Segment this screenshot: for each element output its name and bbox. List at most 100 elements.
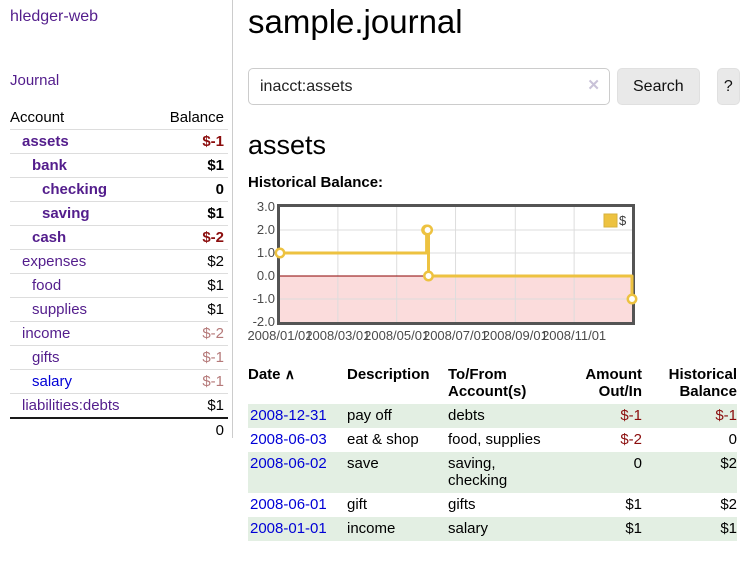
account-link-cash[interactable]: cash: [32, 229, 67, 246]
account-link-income[interactable]: income: [22, 325, 71, 342]
account-balance: $-2: [152, 321, 228, 346]
register-date-link[interactable]: 2008-12-31: [250, 407, 327, 424]
search-input-wrap: ✕: [248, 68, 610, 105]
account-row: income $-2: [10, 321, 228, 346]
register-balance: $2: [720, 455, 737, 472]
accounts-header-row: Account Balance: [10, 106, 228, 130]
account-cell: expenses: [10, 249, 153, 274]
account-balance: $2: [152, 249, 228, 274]
x-axis-tick-label: 2008/05/01: [364, 328, 430, 343]
account-link-supplies[interactable]: supplies: [32, 301, 88, 318]
account-link-liabilities-debts[interactable]: liabilities:debts: [22, 397, 120, 414]
help-button[interactable]: ?: [716, 68, 740, 105]
register-date-cell: 2008-06-03: [248, 428, 347, 452]
account-title: assets: [248, 130, 327, 160]
register-amount: 0: [633, 455, 642, 472]
account-cell: checking: [10, 177, 153, 202]
register-amount: $1: [625, 496, 642, 513]
accounts-header-balance: Balance: [169, 109, 224, 126]
clear-search-icon[interactable]: ✕: [587, 77, 600, 94]
account-row: expenses $2: [10, 249, 228, 274]
register-date-cell: 2008-06-02: [248, 452, 347, 493]
account-row: food $1: [10, 273, 228, 298]
account-link-saving[interactable]: saving: [42, 205, 90, 222]
register-description: pay off: [347, 407, 392, 424]
account-balance: $-1: [152, 345, 228, 370]
register-header-description: Description: [347, 366, 430, 383]
account-cell: assets: [10, 129, 153, 154]
register-row: 2008-06-02 save saving, checking 0 $2: [248, 452, 737, 493]
register-header-accounts: To/From Account(s): [448, 366, 527, 400]
account-balance: 0: [152, 177, 228, 202]
x-axis-tick-label: 2008/01/01: [247, 328, 313, 343]
search-button[interactable]: Search: [617, 68, 700, 105]
account-link-expenses[interactable]: expenses: [22, 253, 87, 270]
account-row: salary $-1: [10, 369, 228, 394]
register-date-cell: 2008-01-01: [248, 517, 347, 541]
register-date-link[interactable]: 2008-01-01: [250, 520, 327, 537]
register-header-row: Date ∧ Description To/From Account(s) Am…: [248, 364, 737, 404]
svg-text:$: $: [619, 213, 627, 228]
register-accounts: saving, checking: [448, 455, 508, 489]
account-balance: $-1: [152, 369, 228, 394]
account-cell: gifts: [10, 345, 153, 370]
register-header-date[interactable]: Date ∧: [248, 366, 295, 383]
register-accounts: debts: [448, 407, 485, 424]
account-balance: $-2: [152, 225, 228, 250]
app-brand-link[interactable]: hledger-web: [10, 8, 99, 25]
register-balance: 0: [728, 431, 737, 448]
account-link-checking[interactable]: checking: [42, 181, 108, 198]
account-balance: $1: [152, 273, 228, 298]
account-link-food[interactable]: food: [32, 277, 62, 294]
accounts-total-balance: 0: [152, 417, 228, 442]
account-link-bank[interactable]: bank: [32, 157, 68, 174]
y-axis-tick-label: 3.0: [256, 199, 275, 214]
nav-journal-link[interactable]: Journal: [10, 72, 60, 89]
account-link-assets[interactable]: assets: [22, 133, 69, 150]
register-balance: $2: [720, 496, 737, 513]
account-cell: bank: [10, 153, 153, 178]
register-accounts: food, supplies: [448, 431, 541, 448]
register-row: 2008-01-01 income salary $1 $1: [248, 517, 737, 541]
accounts-table: Account Balance assets $-1 bank $1 checking 0…: [10, 106, 228, 442]
y-axis-tick-label: 1.0: [256, 245, 275, 260]
register-date-cell: 2008-06-01: [248, 493, 347, 517]
register-row: 2008-06-03 eat & shop food, supplies $-2 0: [248, 428, 737, 452]
register-description: eat & shop: [347, 431, 419, 448]
page-title: sample.journal: [248, 3, 463, 40]
register-accounts: gifts: [448, 496, 476, 513]
account-row: cash $-2: [10, 225, 228, 250]
account-row: liabilities:debts $1: [10, 393, 228, 418]
account-row: gifts $-1: [10, 345, 228, 370]
main-content: sample.journal ✕ Search ? assets Histori…: [247, 0, 740, 541]
register-description: income: [347, 520, 396, 537]
register-accounts: salary: [448, 520, 489, 537]
accounts-total-row: 0: [10, 417, 228, 442]
sort-asc-icon: ∧: [284, 366, 295, 382]
account-cell: income: [10, 321, 153, 346]
account-balance: $1: [152, 153, 228, 178]
chart-label: Historical Balance:: [248, 174, 384, 191]
register-date-cell: 2008-12-31: [248, 404, 347, 428]
account-row: assets $-1: [10, 129, 228, 154]
y-axis-tick-label: -2.0: [252, 314, 275, 329]
account-link-gifts[interactable]: gifts: [32, 349, 60, 366]
account-row: saving $1: [10, 201, 228, 226]
account-cell: supplies: [10, 297, 153, 322]
register-date-link[interactable]: 2008-06-01: [250, 496, 327, 513]
register-balance: $1: [720, 520, 737, 537]
search-input[interactable]: [248, 68, 610, 105]
register-header-balance: Historical Balance: [668, 366, 737, 400]
account-balance: $1: [152, 393, 228, 418]
register-balance: $-1: [715, 407, 737, 424]
account-row: checking 0: [10, 177, 228, 202]
register-date-link[interactable]: 2008-06-02: [250, 455, 327, 472]
y-axis-tick-label: -1.0: [252, 291, 275, 306]
account-row: supplies $1: [10, 297, 228, 322]
y-axis-tick-label: 0.0: [256, 268, 275, 283]
register-date-link[interactable]: 2008-06-03: [250, 431, 327, 448]
account-link-salary[interactable]: salary: [32, 373, 73, 390]
register-amount: $1: [625, 520, 642, 537]
accounts-header-account: Account: [10, 109, 65, 126]
register-row: 2008-06-01 gift gifts $1 $2: [248, 493, 737, 517]
